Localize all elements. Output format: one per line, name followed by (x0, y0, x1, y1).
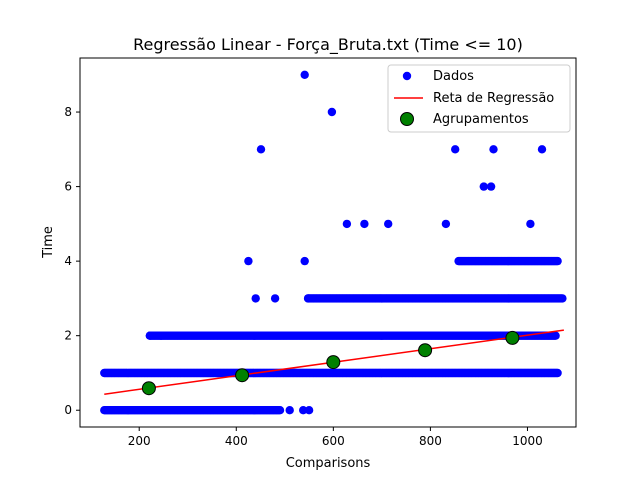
cluster-point (326, 355, 341, 370)
legend: Dados Reta de Regressão Agrupamentos (387, 64, 571, 133)
y-tick-label: 0 (64, 403, 72, 417)
data-point (300, 70, 309, 80)
legend-box (387, 64, 571, 133)
legend-dados-marker (402, 71, 412, 81)
legend-dados-label: Dados (433, 69, 474, 84)
data-point (327, 107, 337, 117)
x-tick-label: 1000 (512, 434, 543, 448)
cluster-point (505, 330, 520, 345)
data-point (256, 145, 266, 154)
data-point (526, 219, 535, 229)
y-tick-label: 6 (64, 180, 72, 194)
cluster-point (141, 381, 156, 396)
legend-regression-label: Reta de Regressão (433, 91, 554, 106)
data-point (558, 294, 567, 303)
x-axis: 200 400 600 800 1000 (128, 427, 543, 448)
data-point (303, 294, 313, 303)
data-point (553, 256, 562, 266)
x-tick-label: 600 (322, 434, 345, 448)
data-point (285, 406, 294, 415)
data-point (300, 256, 309, 266)
data-band-y1 (100, 368, 562, 378)
data-point (299, 406, 308, 415)
data-point (251, 294, 260, 303)
plot-area (100, 70, 567, 415)
legend-cluster-marker (400, 112, 414, 126)
data-point (145, 331, 155, 340)
x-tick-label: 200 (128, 434, 151, 448)
y-axis: 0 2 4 6 8 (64, 105, 80, 417)
chart-title: Regressão Linear - Força_Bruta.txt (Time… (133, 35, 523, 55)
cluster-point (418, 343, 433, 358)
data-point (275, 406, 285, 415)
data-point (360, 219, 369, 229)
x-tick-label: 800 (419, 434, 442, 448)
data-band-y0 (100, 406, 285, 415)
data-band-y4 (454, 256, 562, 266)
data-point (244, 256, 253, 266)
data-band-y2 (145, 331, 560, 340)
data-point (553, 368, 562, 378)
data-point (304, 406, 314, 415)
y-tick-label: 2 (64, 329, 72, 343)
cluster-point (235, 368, 250, 383)
data-point (486, 182, 496, 191)
data-point (156, 331, 166, 340)
axes-frame (79, 57, 577, 428)
data-point (551, 331, 560, 340)
data-point (489, 145, 498, 154)
data-point (441, 219, 451, 229)
data-point (384, 219, 393, 229)
data-point (537, 145, 547, 154)
x-tick-label: 400 (225, 434, 248, 448)
x-axis-label: Comparisons (286, 456, 371, 471)
y-axis-label: Time (41, 226, 56, 259)
data-point (342, 219, 352, 229)
data-band-y3 (303, 294, 567, 303)
legend-cluster-label: Agrupamentos (433, 112, 529, 127)
y-tick-label: 4 (64, 254, 72, 268)
y-tick-label: 8 (64, 105, 72, 119)
data-point (479, 182, 488, 191)
data-point (451, 145, 460, 154)
data-point (270, 294, 280, 303)
